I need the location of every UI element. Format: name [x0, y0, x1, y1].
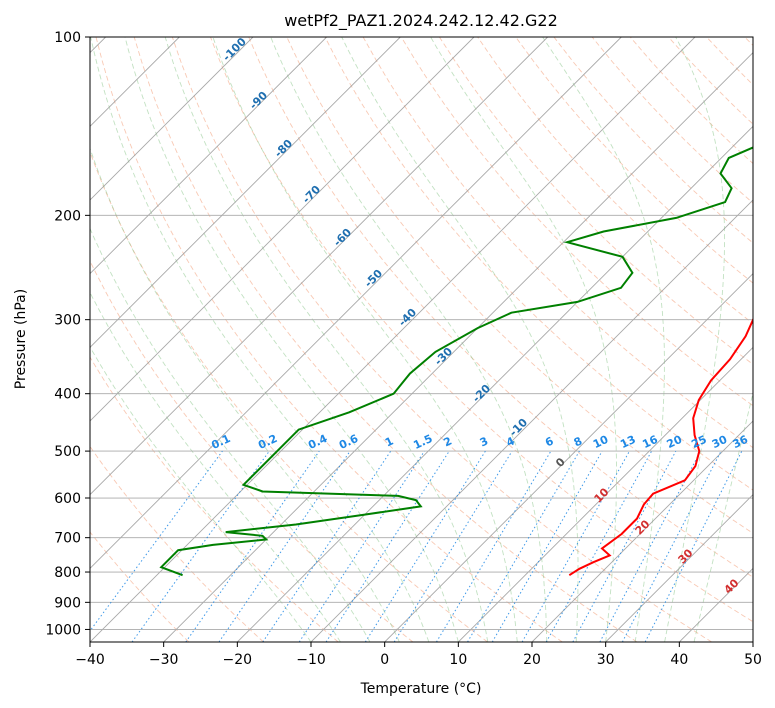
- mixing-ratio-line: [572, 450, 677, 642]
- y-tick-label: 1000: [45, 622, 81, 638]
- x-tick-label: 10: [449, 652, 467, 668]
- y-tick-label: 400: [54, 387, 81, 403]
- moist-adiabat: [90, 37, 430, 642]
- isotherm: [384, 273, 753, 642]
- x-tick-label: −20: [223, 652, 253, 668]
- y-tick-label: 600: [54, 491, 81, 507]
- mixing-ratio-label: 25: [689, 433, 708, 451]
- moist-adiabat: [90, 227, 371, 642]
- isotherm: [752, 641, 753, 642]
- isotherm: [310, 199, 753, 642]
- dry-adiabat: [90, 150, 488, 642]
- plot-frame: [89, 36, 754, 643]
- dry-adiabat: [90, 356, 339, 642]
- series-layer: [159, 146, 753, 577]
- x-tick-label: −10: [296, 652, 326, 668]
- dry-adiabat: [95, 37, 563, 642]
- isotherm: [605, 494, 753, 642]
- moist-adiabat: [212, 37, 518, 642]
- mixing-ratio-line: [491, 450, 603, 642]
- dry-adiabat: [439, 37, 753, 365]
- isotherm: [90, 37, 475, 422]
- x-tick-label: 0: [380, 652, 389, 668]
- moist-adiabat: [164, 37, 489, 642]
- dry-adiabat: [133, 37, 638, 642]
- dry-adiabat: [90, 445, 264, 642]
- x-tick-label: 30: [597, 652, 615, 668]
- dry-adiabat: [210, 37, 753, 623]
- mixing-ratio-line: [185, 450, 320, 642]
- mixing-ratio-line: [218, 450, 351, 642]
- dry-adiabat: [171, 37, 712, 642]
- mixing-ratio-line: [325, 450, 450, 642]
- moist-adiabat: [90, 147, 400, 642]
- isotherm: [90, 37, 696, 642]
- mixing-ratio-line: [435, 450, 552, 642]
- y-tick-label: 800: [54, 565, 81, 581]
- x-tick-label: 40: [670, 652, 688, 668]
- y-ticks: 1000 900 800 700 600 500 400 300 200 100: [45, 30, 90, 638]
- dry-adiabat: [515, 37, 753, 284]
- isotherm: [163, 52, 753, 642]
- dry-adiabat: [400, 37, 753, 407]
- temperature-profile: [568, 317, 753, 577]
- y-tick-label: 900: [54, 595, 81, 611]
- y-tick-label: 500: [54, 444, 81, 460]
- isotherm: [237, 125, 753, 642]
- isotherm: [90, 37, 622, 569]
- mixing-ratio-label: 20: [665, 433, 685, 451]
- mixing-ratio-line: [521, 450, 630, 642]
- mixing-ratio-line: [545, 450, 653, 642]
- mixing-ratio-line: [467, 450, 580, 642]
- moist-adiabat: [693, 391, 753, 642]
- isotherm: [531, 420, 753, 642]
- dewpoint-profile: [159, 146, 753, 577]
- background-lines: [90, 37, 753, 642]
- x-axis-label: Temperature (°C): [360, 681, 482, 697]
- x-tick-label: 20: [523, 652, 541, 668]
- dry-adiabat: [324, 37, 753, 491]
- isotherm: [90, 37, 548, 496]
- mixing-ratio-label: 36: [731, 433, 751, 451]
- x-tick-label: −30: [149, 652, 179, 668]
- y-axis-label: Pressure (hPa): [13, 289, 29, 389]
- moist-adiabat: [124, 37, 459, 642]
- mixing-ratio-line: [393, 450, 513, 642]
- mixing-ratio-label: 13: [618, 433, 637, 451]
- x-tick-label: −40: [75, 652, 105, 668]
- moist-adiabat: [664, 37, 726, 642]
- isotherm: [90, 37, 254, 201]
- moist-adiabat: [90, 291, 341, 642]
- y-tick-label: 200: [54, 208, 81, 224]
- x-ticks: −40 −30 −20 −10 0 10 20 30 40 50: [75, 642, 762, 668]
- dry-adiabat: [248, 37, 753, 578]
- dry-adiabat: [90, 531, 190, 642]
- moist-adiabat: [430, 37, 617, 642]
- isotherm: [90, 37, 327, 275]
- chart-title: wetPf2_PAZ1.2024.242.12.42.G22: [284, 11, 558, 31]
- moist-adiabat: [341, 37, 579, 642]
- mixing-ratio-label: 30: [710, 433, 730, 451]
- y-tick-label: 100: [54, 30, 81, 46]
- isotherm: [90, 37, 401, 348]
- mixing-ratio-label: 16: [640, 433, 660, 451]
- x-tick-label: 50: [744, 652, 762, 668]
- y-tick-label: 700: [54, 531, 81, 547]
- mixing-ratio-label: 10: [591, 433, 611, 451]
- plot-background: [90, 37, 753, 642]
- mixing-ratio-line: [364, 450, 486, 642]
- isotherm: [458, 346, 753, 642]
- y-tick-label: 300: [54, 313, 81, 329]
